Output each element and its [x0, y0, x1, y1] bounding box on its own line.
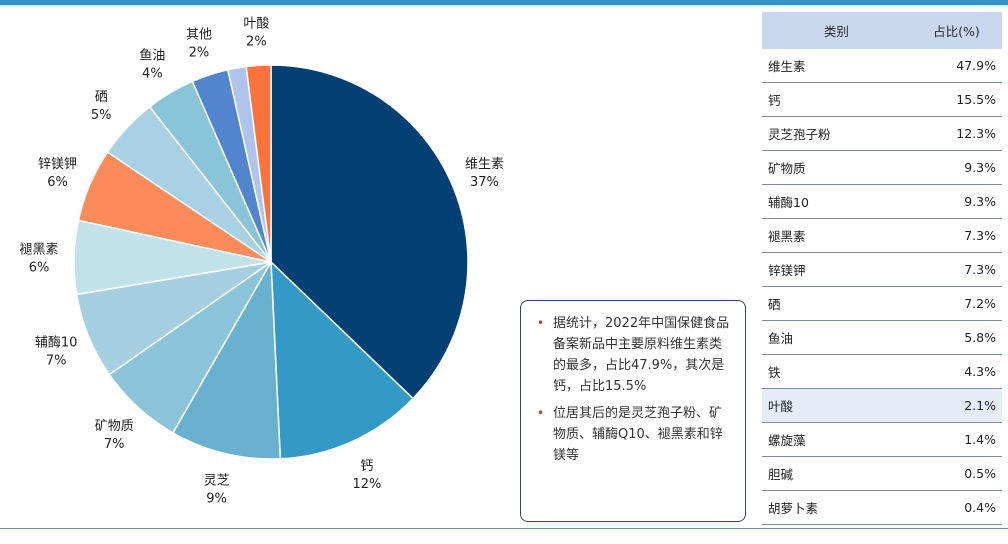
row-share: 7.3% [910, 252, 1002, 287]
row-category: 胆碱 [762, 456, 911, 491]
slice-percent-label: 6% [47, 175, 68, 190]
row-category: 铁 [762, 354, 911, 389]
slice-percent-label: 7% [104, 437, 125, 452]
ingredient-share-table: 类别 占比(%) 维生素 47.9% 钙 15.5% 灵芝孢子粉 12.3% 矿物质 9.3%… [762, 12, 1002, 525]
row-share: 0.4% [910, 490, 1002, 525]
slice-category-label: 维生素 [465, 157, 504, 172]
summary-note-1: • 据统计，2022年中国保健食品备案新品中主要原料维生素类的最多，占比47.9… [537, 313, 733, 397]
slice-category-label: 褪黑素 [20, 243, 59, 258]
row-category: 矿物质 [762, 150, 911, 185]
table-body: 维生素 47.9% 钙 15.5% 灵芝孢子粉 12.3% 矿物质 9.3% 辅酶10 9.3% 褪… [762, 49, 1002, 525]
header-category: 类别 [762, 12, 911, 49]
slice-category-label: 钙 [360, 459, 373, 474]
table-header-row: 类别 占比(%) [762, 12, 1002, 49]
row-share: 2.1% [910, 388, 1002, 423]
row-share: 7.3% [910, 218, 1002, 253]
table-row: 鱼油 5.8% [762, 320, 1002, 355]
table-row: 钙 15.5% [762, 82, 1002, 117]
row-share: 9.3% [910, 184, 1002, 219]
row-category: 灵芝孢子粉 [762, 116, 911, 151]
slice-percent-label: 4% [142, 67, 163, 82]
table-row: 维生素 47.9% [762, 49, 1002, 83]
row-category: 胡萝卜素 [762, 490, 911, 525]
table-row: 胆碱 0.5% [762, 456, 1002, 491]
slice-percent-label: 6% [29, 261, 50, 276]
row-category: 辅酶10 [762, 184, 911, 219]
row-share: 7.2% [910, 286, 1002, 321]
summary-note-2-text: 位居其后的是灵芝孢子粉、矿物质、辅酶Q10、褪黑素和锌镁等 [553, 406, 723, 463]
slice-category-label: 硒 [95, 90, 108, 105]
row-share: 47.9% [910, 49, 1002, 83]
table-row: 叶酸 2.1% [762, 388, 1002, 423]
slice-category-label: 灵芝 [204, 473, 230, 489]
row-share: 0.5% [910, 456, 1002, 491]
table-row: 褪黑素 7.3% [762, 218, 1002, 253]
table-row: 铁 4.3% [762, 354, 1002, 389]
table-row: 灵芝孢子粉 12.3% [762, 116, 1002, 151]
table-row: 锌镁钾 7.3% [762, 252, 1002, 287]
pie-slice-11 [245, 64, 272, 263]
row-share: 5.8% [910, 320, 1002, 355]
table-row: 胡萝卜素 0.4% [762, 490, 1002, 525]
table-row: 矿物质 9.3% [762, 150, 1002, 185]
row-category: 硒 [762, 286, 911, 321]
top-accent-bar [0, 0, 1008, 5]
slice-percent-label: 2% [189, 45, 210, 60]
table-row: 辅酶10 9.3% [762, 184, 1002, 219]
row-category: 钙 [762, 82, 911, 117]
summary-note-2: • 位居其后的是灵芝孢子粉、矿物质、辅酶Q10、褪黑素和锌镁等 [537, 403, 733, 466]
slice-category-label: 其他 [186, 27, 212, 42]
row-category: 锌镁钾 [762, 252, 911, 287]
slice-category-label: 矿物质 [95, 419, 134, 434]
pie-slice-1 [270, 260, 415, 460]
summary-note-1-text: 据统计，2022年中国保健食品备案新品中主要原料维生素类的最多，占比47.9%，… [553, 316, 730, 394]
slice-category-label: 锌镁钾 [38, 157, 77, 172]
pie-chart: 维生素 37% 钙 12% 灵芝 9% 矿物质 7% 辅酶10 7% 褪黑素 6% 锌镁钾 6% 硒 5% 鱼油… [20, 16, 504, 507]
pie-slice-2 [171, 259, 282, 460]
bullet-icon: • [537, 406, 545, 420]
slice-category-label: 鱼油 [139, 48, 165, 64]
row-share: 15.5% [910, 82, 1002, 117]
row-category: 螺旋藻 [762, 422, 911, 457]
table-row: 螺旋藻 1.4% [762, 422, 1002, 457]
slice-percent-label: 37% [470, 175, 499, 190]
table-row: 硒 7.2% [762, 286, 1002, 321]
header-share: 占比(%) [910, 12, 1002, 49]
slice-percent-label: 2% [246, 34, 267, 49]
slice-percent-label: 12% [352, 477, 381, 492]
summary-note-box: • 据统计，2022年中国保健食品备案新品中主要原料维生素类的最多，占比47.9… [520, 300, 746, 522]
row-category: 叶酸 [762, 388, 911, 423]
pie-slice-0 [270, 64, 469, 400]
row-category: 鱼油 [762, 320, 911, 355]
row-category: 维生素 [762, 49, 911, 83]
bullet-icon: • [537, 316, 545, 330]
row-share: 9.3% [910, 150, 1002, 185]
slice-percent-label: 5% [91, 108, 112, 123]
row-share: 1.4% [910, 422, 1002, 457]
slice-percent-label: 7% [46, 354, 67, 369]
bottom-divider [0, 528, 1008, 529]
row-share: 12.3% [910, 116, 1002, 151]
slice-category-label: 辅酶10 [35, 335, 78, 351]
row-category: 褪黑素 [762, 218, 911, 253]
slice-category-label: 叶酸 [243, 16, 269, 31]
slice-percent-label: 9% [206, 492, 227, 507]
row-share: 4.3% [910, 354, 1002, 389]
